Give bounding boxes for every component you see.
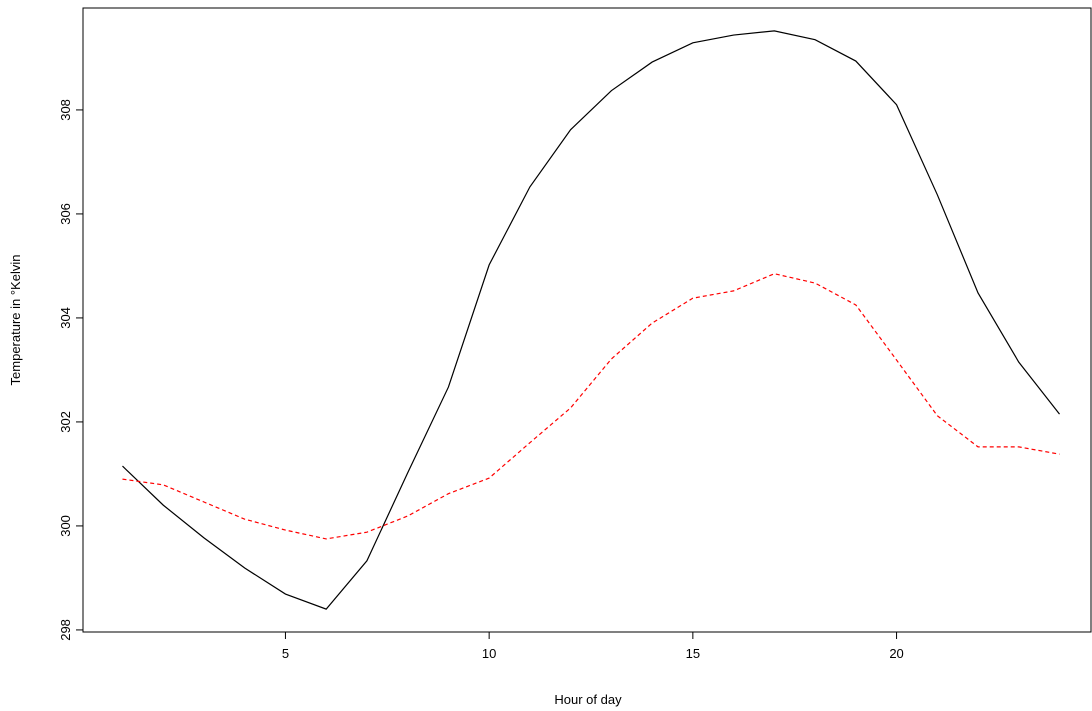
- y-tick-label: 308: [58, 99, 73, 121]
- plot-box: [82, 7, 1092, 633]
- y-tick-label: 298: [58, 619, 73, 641]
- y-tick-label: 302: [58, 411, 73, 433]
- data-line: [122, 273, 1060, 540]
- y-tick-label: 304: [58, 307, 73, 329]
- x-tick-label: 15: [686, 646, 700, 661]
- x-tick-label: 5: [282, 646, 289, 661]
- y-tick-label: 306: [58, 203, 73, 225]
- x-tick-label: 20: [889, 646, 903, 661]
- data-line: [122, 30, 1060, 610]
- y-tick-label: 300: [58, 515, 73, 537]
- x-axis-title: Hour of day: [554, 692, 622, 707]
- x-tick-label: 10: [482, 646, 496, 661]
- y-axis-title: Temperature in °Kelvin: [8, 255, 23, 386]
